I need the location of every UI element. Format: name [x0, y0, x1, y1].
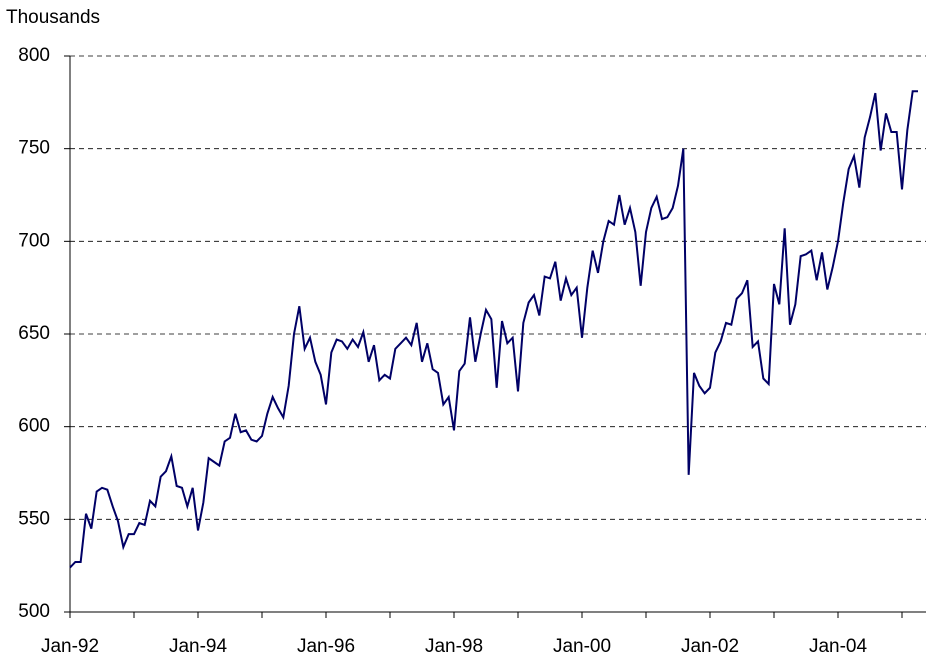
x-tick-label: Jan-02 — [681, 636, 739, 657]
x-tick-label: Jan-92 — [41, 636, 99, 657]
x-tick-label: Jan-98 — [425, 636, 483, 657]
y-tick-label: 700 — [18, 230, 50, 251]
x-tick-label: Jan-00 — [553, 636, 611, 657]
x-tick-label: Jan-96 — [297, 636, 355, 657]
line — [69, 90, 918, 569]
y-tick-label: 750 — [18, 138, 50, 159]
x-tick-label: Jan-94 — [169, 636, 228, 657]
y-tick-label: 650 — [18, 323, 50, 344]
y-tick-label: 550 — [18, 508, 50, 529]
y-tick-label: 500 — [18, 601, 50, 622]
x-tick-label: Jan-04 — [809, 636, 868, 657]
y-axis-label: Thousands — [6, 7, 100, 28]
y-tick-label: 800 — [18, 45, 50, 66]
y-tick-label: 600 — [18, 416, 50, 437]
